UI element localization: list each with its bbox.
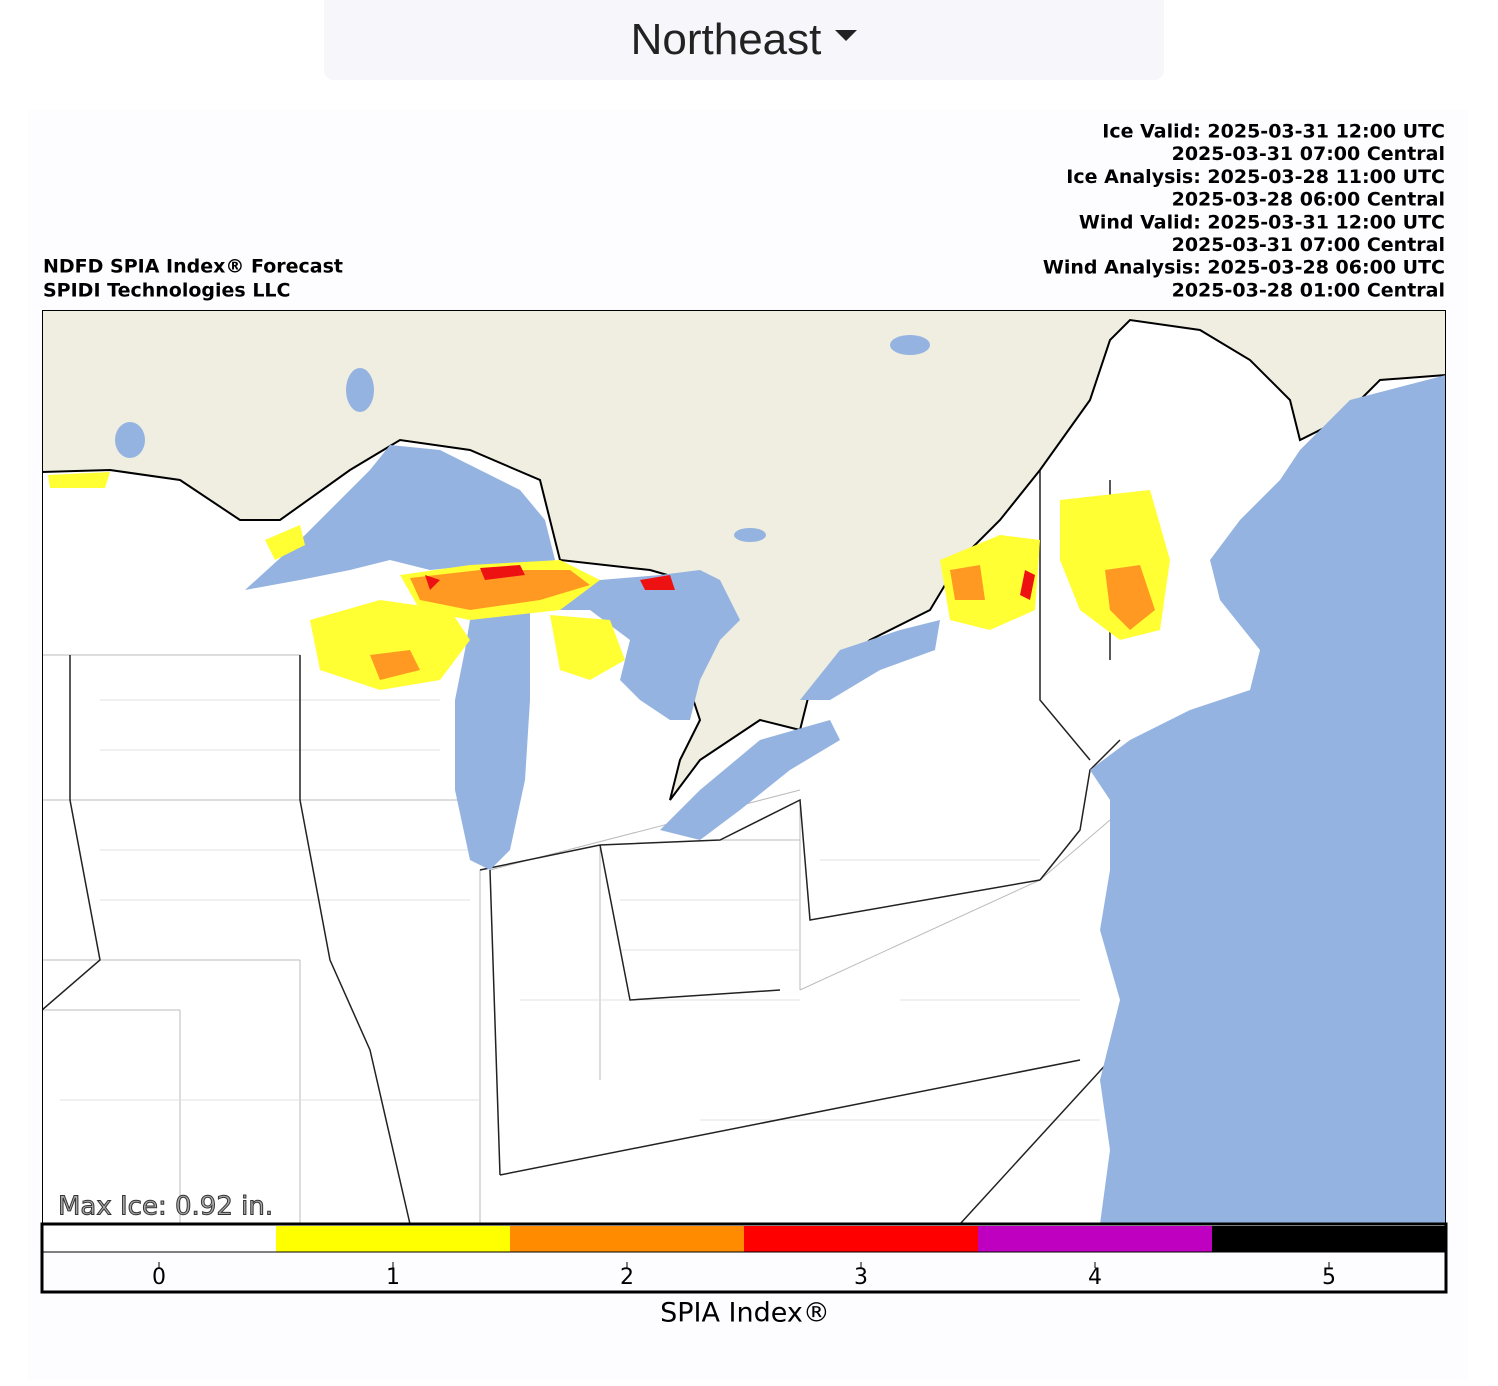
colorbar-segment bbox=[744, 1226, 978, 1252]
map-frame bbox=[42, 310, 1446, 1224]
colorbar: 0 1 2 3 4 5 SPIA Index® bbox=[40, 1222, 1448, 1329]
header-right-line: Ice Analysis: 2025-03-28 11:00 UTC bbox=[1066, 166, 1445, 188]
colorbar-tick-label: 5 bbox=[1322, 1265, 1336, 1290]
ice-areas bbox=[48, 472, 1170, 690]
colorbar-frame bbox=[40, 1222, 1448, 1294]
ocean bbox=[1090, 375, 1446, 1224]
colorbar-tick-label: 4 bbox=[1088, 1265, 1102, 1290]
lake-ontario bbox=[800, 620, 940, 700]
caret[interactable] bbox=[835, 29, 858, 41]
colorbar-tick-label: 1 bbox=[386, 1265, 400, 1290]
lake-superior bbox=[245, 445, 555, 590]
canada bbox=[42, 310, 1446, 801]
header-right-line: 2025-03-28 06:00 Central bbox=[1172, 189, 1445, 211]
header-right-line: Ice Valid: 2025-03-31 12:00 UTC bbox=[1102, 121, 1445, 143]
county-lines bbox=[42, 654, 1111, 1224]
colorbar-segment bbox=[42, 1226, 276, 1252]
us-land bbox=[42, 310, 1446, 1224]
region-dropdown[interactable]: Northeast bbox=[324, 0, 1164, 80]
header-right-line: 2025-03-31 07:00 Central bbox=[1172, 234, 1445, 256]
lake-michigan bbox=[455, 590, 530, 870]
figure-bg bbox=[28, 110, 1468, 1380]
water bbox=[115, 335, 1446, 1224]
lake-huron bbox=[555, 570, 740, 720]
map: Max Ice: 0.92 in. bbox=[42, 310, 1446, 1224]
colorbar-segment bbox=[978, 1226, 1212, 1252]
header-right-line: 2025-03-28 01:00 Central bbox=[1172, 279, 1445, 301]
header-right-line: Wind Valid: 2025-03-31 12:00 UTC bbox=[1079, 211, 1445, 233]
colorbar-segment bbox=[1212, 1226, 1446, 1252]
header-right-line: Wind Analysis: 2025-03-28 06:00 UTC bbox=[1043, 257, 1445, 279]
state-lines bbox=[42, 470, 1121, 1224]
colorbar-tick-label: 0 bbox=[152, 1265, 166, 1290]
colorbar-segment bbox=[510, 1226, 744, 1252]
header-left-line: SPIDI Technologies LLC bbox=[43, 280, 290, 302]
colorbar-label: SPIA Index® bbox=[660, 1298, 830, 1329]
header-left-line: NDFD SPIA Index® Forecast bbox=[43, 256, 343, 278]
colorbar-tick-label: 2 bbox=[620, 1265, 634, 1290]
colorbar-tick-label: 3 bbox=[854, 1265, 868, 1290]
dropdown-label[interactable]: Northeast bbox=[630, 15, 822, 64]
lake-erie bbox=[660, 720, 840, 840]
max-ice-annotation: Max Ice: 0.92 in. bbox=[58, 1192, 273, 1222]
colorbar-segment bbox=[276, 1226, 510, 1252]
header-right-line: 2025-03-31 07:00 Central bbox=[1172, 143, 1445, 165]
